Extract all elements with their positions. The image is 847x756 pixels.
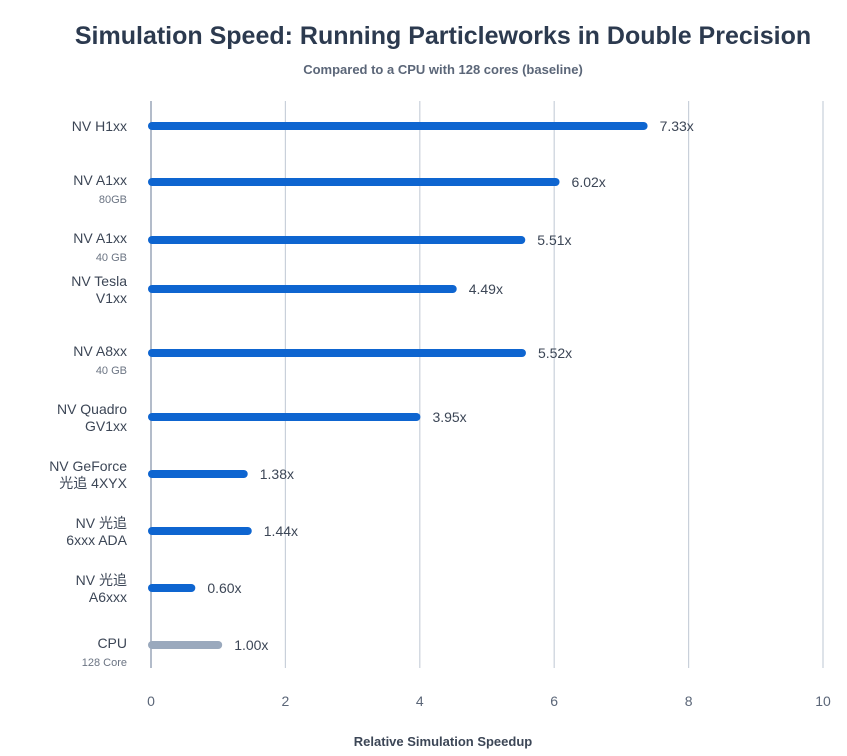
category-sublabel-1: 80GB xyxy=(99,194,127,206)
x-tick-label-2: 2 xyxy=(282,693,290,709)
x-tick-label-4: 4 xyxy=(416,693,424,709)
x-axis-title: Relative Simulation Speedup xyxy=(354,734,532,749)
x-tick-label-10: 10 xyxy=(815,693,831,709)
value-label-0: 7.33x xyxy=(660,118,694,134)
category-sublabel-2: 40 GB xyxy=(96,252,127,264)
chart-title: Simulation Speed: Running Particleworks … xyxy=(74,22,812,50)
value-label-8: 0.60x xyxy=(207,580,241,596)
x-tick-label-8: 8 xyxy=(685,693,693,709)
category-label-8-1: A6xxx xyxy=(89,589,127,605)
category-label-6-1: 光追 4XYX xyxy=(59,475,127,491)
category-sublabel-9: 128 Core xyxy=(82,657,127,669)
category-label-5-1: GV1xx xyxy=(85,418,127,434)
category-label-7-0: NV 光追 xyxy=(76,515,127,531)
category-label-2-0: NV A1xx xyxy=(73,230,127,246)
category-labels: 7.33x NV H1xx 6.02x NV A1xx 80GB 5.51x NV A1xx… xyxy=(49,118,694,669)
value-label-5: 3.95x xyxy=(432,409,466,425)
bars xyxy=(148,122,648,649)
value-label-9: 1.00x xyxy=(234,637,268,653)
category-sublabel-4: 40 GB xyxy=(96,365,127,377)
value-label-3: 4.49x xyxy=(469,281,503,297)
category-label-3-1: V1xx xyxy=(96,290,127,306)
category-label-5-0: NV Quadro xyxy=(57,401,127,417)
x-axis-ticks: 0 2 4 6 8 10 xyxy=(147,693,831,709)
category-label-3-0: NV Tesla xyxy=(71,273,127,289)
value-label-1: 6.02x xyxy=(572,174,606,190)
grid-lines xyxy=(150,101,824,668)
value-label-4: 5.52x xyxy=(538,345,572,361)
category-label-0-0: NV H1xx xyxy=(72,118,127,134)
chart-subtitle: Compared to a CPU with 128 cores (baseli… xyxy=(303,62,583,77)
category-label-8-0: NV 光追 xyxy=(76,572,127,588)
x-tick-label-6: 6 xyxy=(550,693,558,709)
category-label-7-1: 6xxx ADA xyxy=(66,532,127,548)
value-label-2: 5.51x xyxy=(537,232,571,248)
value-label-7: 1.44x xyxy=(264,523,298,539)
value-label-6: 1.38x xyxy=(260,466,294,482)
x-tick-label-0: 0 xyxy=(147,693,155,709)
category-label-6-0: NV GeForce xyxy=(49,458,127,474)
category-label-4-0: NV A8xx xyxy=(73,343,127,359)
category-label-1-0: NV A1xx xyxy=(73,172,127,188)
category-label-9-0: CPU xyxy=(97,635,127,651)
